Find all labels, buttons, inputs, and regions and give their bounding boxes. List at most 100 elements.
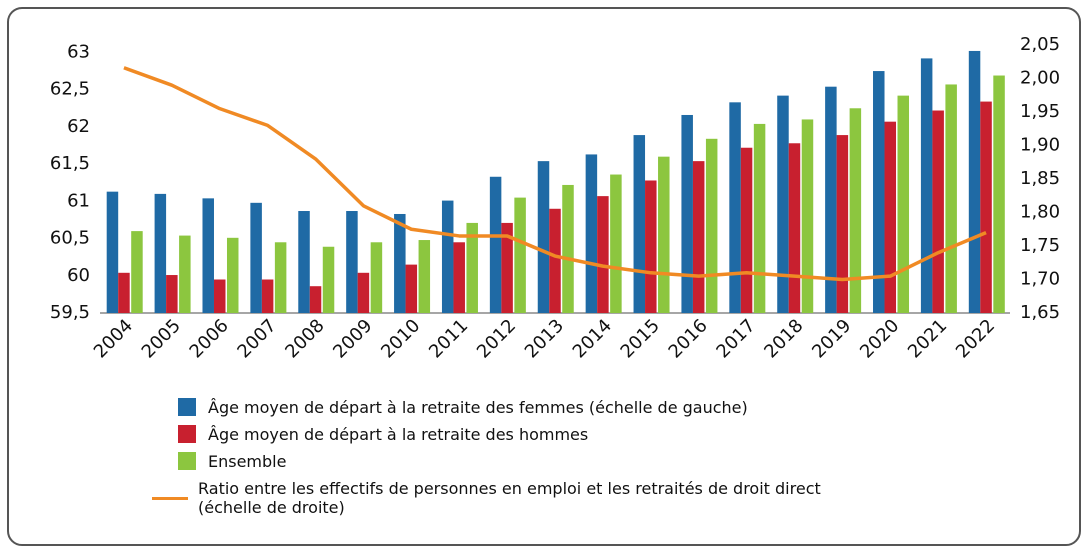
bar	[549, 208, 561, 313]
y2-tick-label: 1,90	[1020, 135, 1060, 156]
bar	[514, 197, 526, 313]
y2-tick-label: 1,80	[1020, 202, 1060, 223]
bar	[801, 119, 814, 313]
bar	[705, 138, 718, 313]
bar	[261, 279, 274, 313]
x-tick-label: 2005	[138, 315, 185, 362]
bar	[405, 264, 418, 313]
bar	[106, 191, 119, 313]
x-tick-label: 2011	[425, 315, 472, 362]
y-tick-label: 62	[67, 116, 90, 137]
x-tick-label: 2009	[329, 315, 376, 362]
y2-tick-label: 1,95	[1020, 101, 1060, 122]
bar	[729, 102, 741, 313]
y2-tick-label: 1,85	[1020, 168, 1060, 189]
bar	[118, 272, 130, 313]
bar	[179, 235, 191, 313]
x-tick-label: 2014	[569, 315, 616, 362]
y-tick-label: 63	[67, 41, 90, 62]
bar	[681, 114, 693, 313]
legend-swatch	[178, 425, 196, 443]
bar	[346, 211, 358, 313]
bar	[213, 279, 226, 313]
x-tick-label: 2015	[617, 315, 664, 362]
y2-tick-label: 2,00	[1020, 68, 1060, 89]
bar	[250, 202, 262, 313]
x-tick-label: 2017	[712, 315, 759, 362]
y2-tick-label: 2,05	[1020, 34, 1060, 55]
bar	[585, 154, 598, 313]
bar	[692, 161, 705, 313]
frame	[7, 7, 1081, 546]
y2-tick-label: 1,75	[1020, 235, 1060, 256]
bar	[777, 95, 789, 313]
bar	[394, 213, 406, 313]
x-tick-label: 2013	[521, 315, 568, 362]
y2-tick-label: 1,65	[1020, 302, 1060, 323]
bar	[980, 101, 992, 313]
x-tick-label: 2022	[952, 315, 999, 362]
bar	[298, 211, 310, 313]
bar	[501, 222, 513, 313]
bar	[932, 110, 944, 313]
x-tick-label: 2008	[281, 315, 328, 362]
x-tick-label: 2010	[377, 315, 424, 362]
bar	[154, 193, 167, 313]
bar	[825, 86, 837, 313]
y-tick-label: 62,5	[50, 79, 90, 100]
bar	[131, 231, 143, 313]
bar	[537, 161, 550, 313]
bar	[441, 200, 454, 313]
bar	[562, 184, 574, 313]
bar	[357, 272, 370, 313]
bar	[945, 84, 957, 313]
bar	[322, 246, 335, 313]
legend-swatch	[152, 497, 188, 500]
bar	[645, 180, 657, 313]
x-tick-label: 2016	[665, 315, 712, 362]
legend-item: Ratio entre les effectifs de personnes e…	[152, 479, 858, 517]
legend-item: Âge moyen de départ à la retraite des ho…	[178, 425, 858, 444]
y-tick-label: 61,5	[50, 153, 90, 174]
bar	[633, 135, 646, 313]
legend-item: Âge moyen de départ à la retraite des fe…	[178, 398, 858, 417]
bar	[873, 71, 885, 313]
bar	[309, 286, 322, 313]
y2-tick-label: 1,70	[1020, 269, 1060, 290]
y-tick-label: 60,5	[50, 228, 90, 249]
x-tick-label: 2019	[808, 315, 855, 362]
bar	[597, 196, 609, 313]
bar	[884, 121, 897, 313]
bar	[202, 198, 214, 313]
legend-label: Âge moyen de départ à la retraite des fe…	[208, 398, 748, 417]
y-tick-label: 59,5	[50, 302, 90, 323]
legend-swatch	[178, 398, 196, 416]
bar	[226, 237, 239, 313]
legend-item: Ensemble	[178, 452, 858, 471]
bar	[489, 176, 502, 313]
bar	[740, 147, 753, 313]
bar	[610, 174, 622, 313]
legend-swatch	[178, 452, 196, 470]
x-tick-label: 2012	[473, 315, 520, 362]
legend-label: Âge moyen de départ à la retraite des ho…	[208, 425, 589, 444]
bar	[968, 50, 981, 313]
bar	[370, 242, 383, 313]
x-tick-label: 2018	[760, 315, 807, 362]
x-tick-label: 2007	[233, 315, 280, 362]
bar	[788, 143, 801, 313]
bar	[993, 75, 1005, 314]
bar	[274, 242, 287, 313]
ratio-line	[123, 66, 987, 282]
bar	[418, 240, 431, 313]
bar	[753, 123, 766, 314]
legend-label: Ratio entre les effectifs de personnes e…	[198, 479, 821, 517]
bar	[658, 156, 670, 313]
bar	[466, 222, 478, 313]
bar	[836, 135, 849, 313]
x-tick-label: 2021	[904, 315, 951, 362]
bar	[897, 95, 910, 313]
bar	[453, 242, 465, 313]
